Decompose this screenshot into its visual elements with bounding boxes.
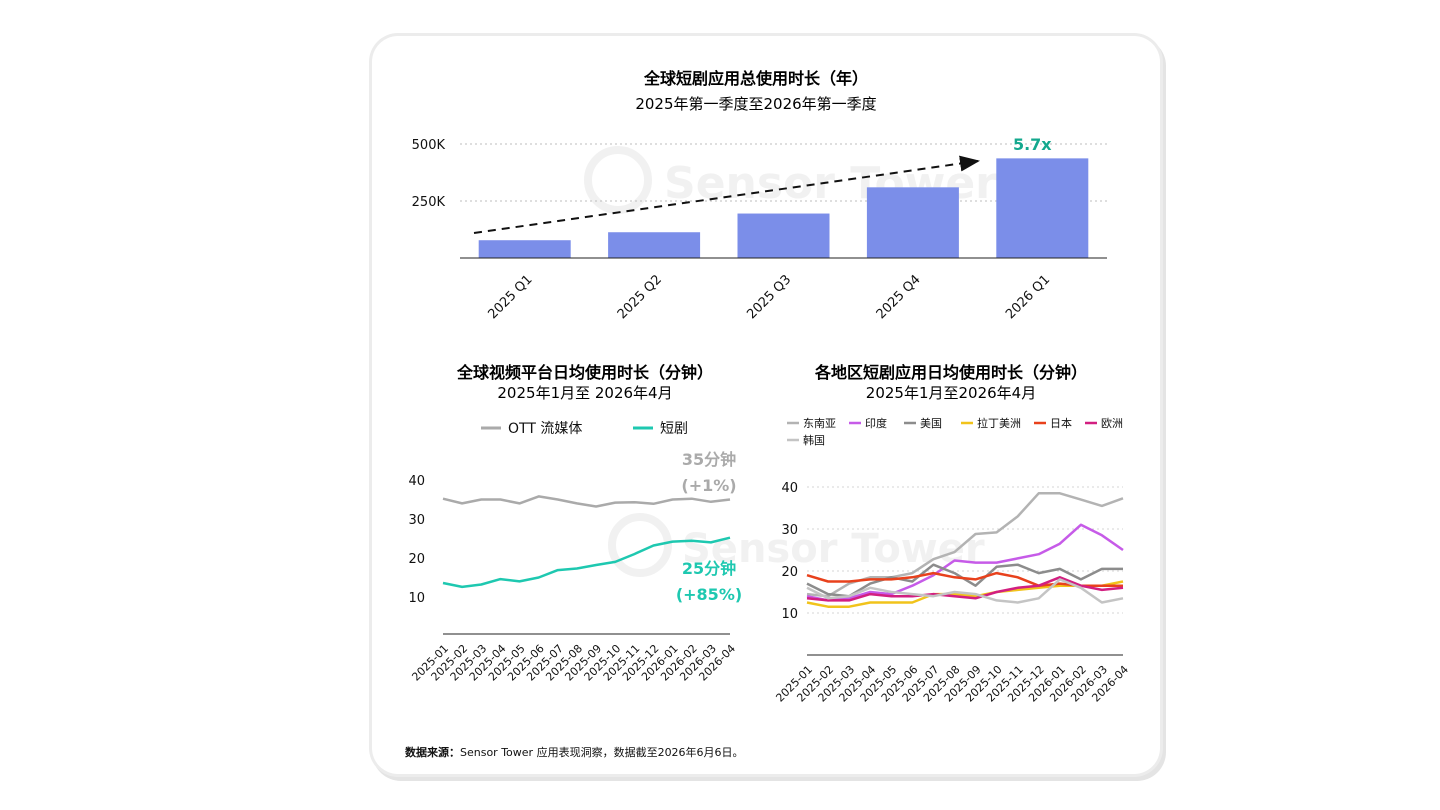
series-line	[806, 576, 1124, 602]
ott-line-chart: 102030402025-012025-022025-032025-042025…	[408, 421, 742, 684]
footer-text: Sensor Tower 应用表现洞察，数据截至2026年6月6日。	[460, 746, 744, 759]
region-chart-title: 各地区短剧应用日均使用时长（分钟）	[814, 363, 1087, 382]
legend-label: OTT 流媒体	[508, 421, 582, 437]
bar-y-tick: 500K	[412, 138, 446, 153]
series-end-change: (+1%)	[681, 476, 736, 495]
bar-chart-title: 全球短剧应用总使用时长（年）	[643, 69, 868, 88]
footer-source: 数据来源：Sensor Tower 应用表现洞察，数据截至2026年6月6日。	[405, 744, 744, 760]
legend-label: 美国	[920, 417, 942, 430]
bar-x-tick: 2026 Q1	[1003, 272, 1053, 322]
watermark-bottom: Sensor Tower	[608, 513, 985, 577]
line-y-tick: 10	[408, 591, 425, 606]
bar	[737, 213, 830, 258]
footer-label: 数据来源：	[405, 746, 460, 759]
bar	[996, 158, 1089, 258]
line-y-tick: 20	[781, 565, 798, 580]
legend-label: 韩国	[803, 433, 825, 447]
bar-x-tick: 2025 Q2	[615, 272, 665, 322]
line-y-tick: 10	[781, 607, 798, 622]
bar-x-tick: 2025 Q4	[874, 272, 924, 322]
bar	[866, 187, 959, 258]
growth-annotation: 5.7x	[1013, 135, 1052, 154]
legend-label: 印度	[865, 416, 887, 430]
legend-label: 欧洲	[1101, 417, 1123, 430]
line-y-tick: 40	[408, 474, 425, 489]
series-end-label: 35分钟	[682, 450, 736, 469]
trend-arrow	[473, 155, 980, 234]
bar-chart-subtitle: 2025年第一季度至2026年第一季度	[635, 95, 876, 113]
legend-label: 东南亚	[803, 417, 836, 430]
line-y-tick: 30	[781, 523, 798, 538]
legend-label: 短剧	[660, 421, 688, 437]
series-line	[806, 523, 1124, 602]
bar-x-tick: 2025 Q1	[486, 272, 536, 322]
bar-x-tick: 2025 Q3	[744, 272, 794, 322]
line-y-tick: 40	[781, 481, 798, 496]
bar	[608, 232, 701, 258]
series-end-label: 25分钟	[682, 559, 736, 578]
bar-y-tick: 250K	[412, 195, 446, 210]
legend-label: 拉丁美洲	[977, 416, 1021, 430]
bar	[478, 240, 571, 258]
series-end-change: (+85%)	[676, 585, 742, 604]
series-line	[806, 578, 1124, 604]
ott-chart-title: 全球视频平台日均使用时长（分钟）	[456, 363, 713, 382]
line-y-tick: 20	[408, 552, 425, 567]
legend-label: 日本	[1050, 416, 1072, 430]
ott-chart-subtitle: 2025年1月至 2026年4月	[497, 384, 672, 402]
region-chart-subtitle: 2025年1月至2026年4月	[866, 384, 1036, 402]
series-line	[442, 495, 731, 508]
line-y-tick: 30	[408, 513, 425, 528]
series-line	[442, 536, 731, 589]
